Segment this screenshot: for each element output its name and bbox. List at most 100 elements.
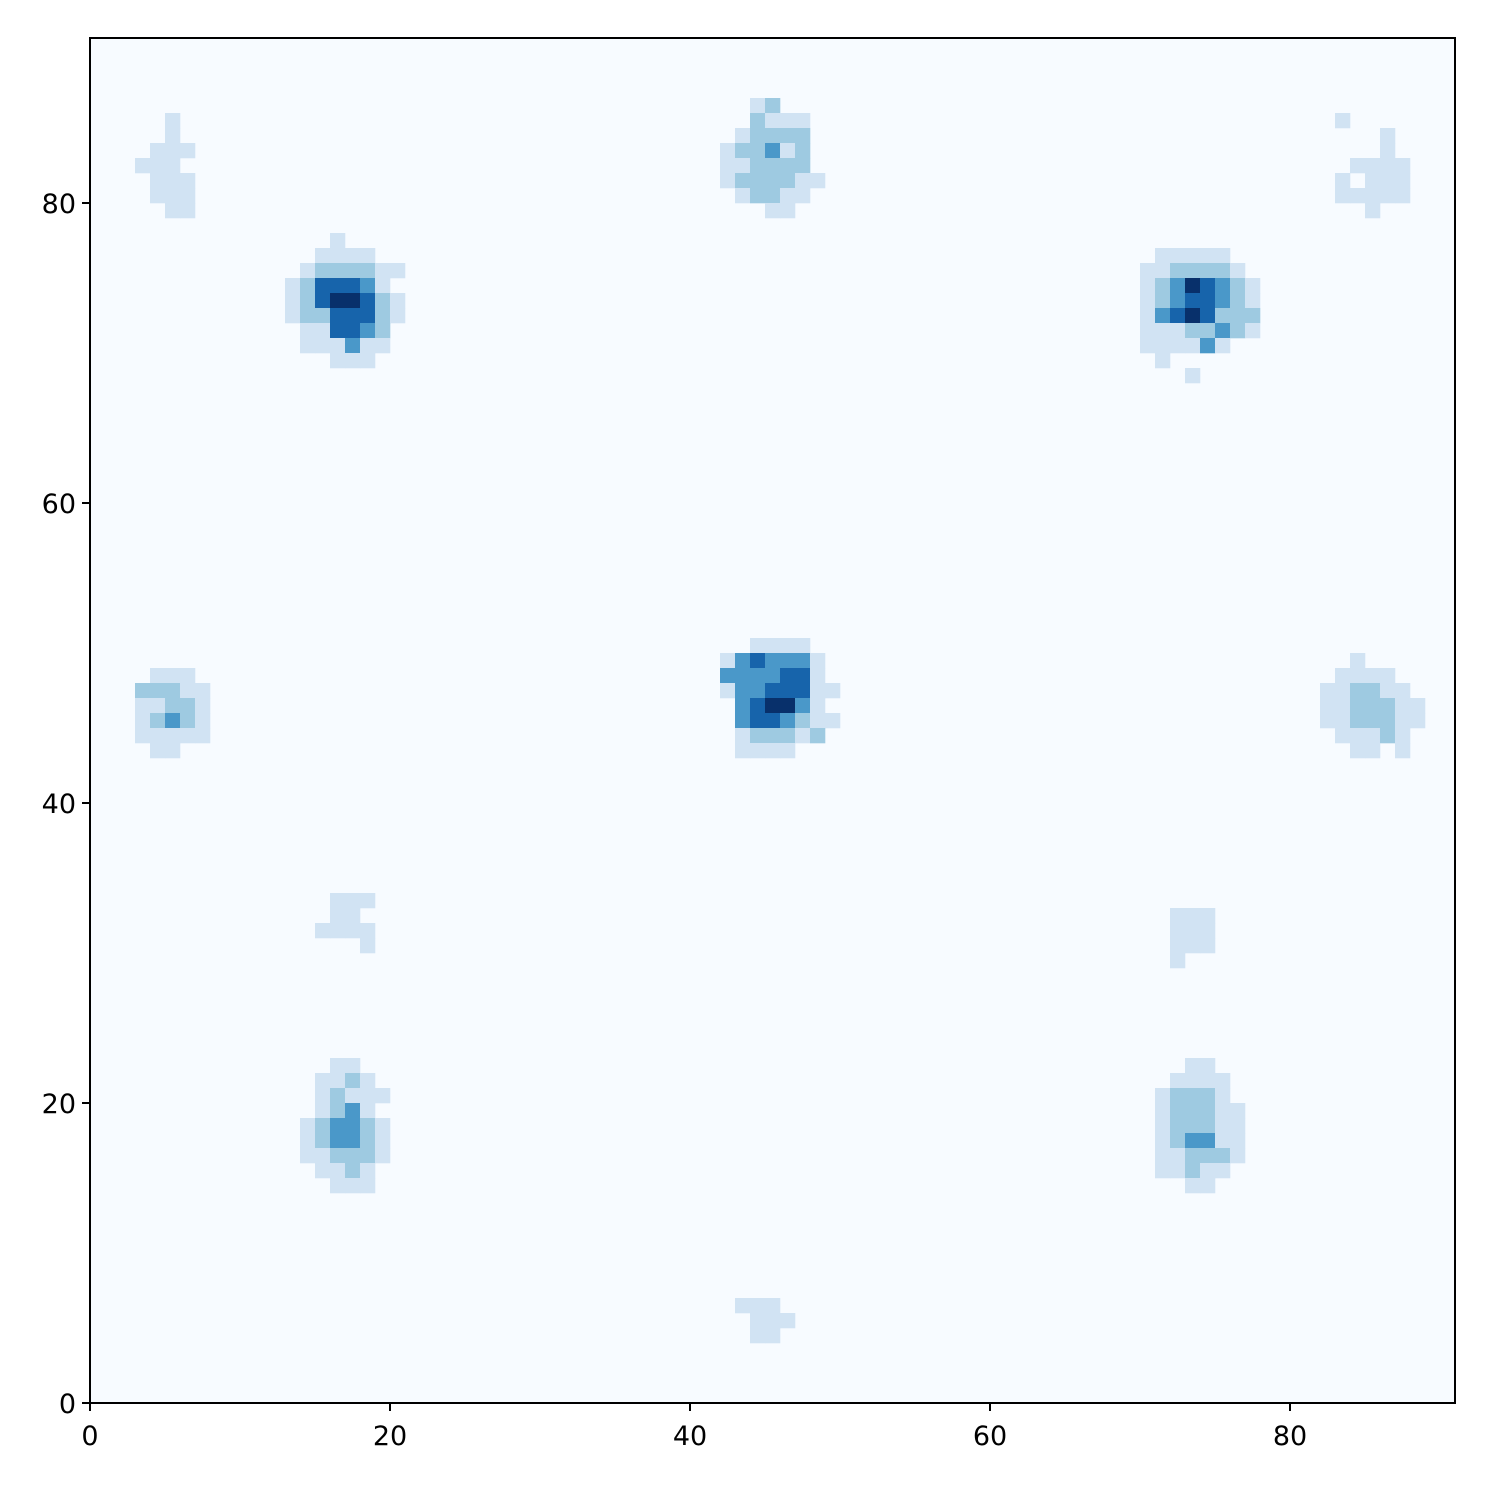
- heatmap-cell: [750, 638, 766, 654]
- heatmap-cell: [1215, 308, 1231, 324]
- heatmap-cell: [1140, 338, 1156, 354]
- heatmap-cell: [1200, 1148, 1216, 1164]
- heatmap-cell: [330, 908, 346, 924]
- heatmap-cell: [1380, 683, 1396, 699]
- x-tick-label: 80: [1273, 1421, 1307, 1452]
- heatmap-cell: [765, 143, 781, 159]
- heatmap-cell: [180, 173, 196, 189]
- heatmap-cell: [1170, 1133, 1186, 1149]
- heatmap-cell: [1215, 323, 1231, 339]
- heatmap-cell: [1200, 293, 1216, 309]
- heatmap-cell: [1200, 923, 1216, 939]
- heatmap-cell: [765, 113, 781, 129]
- heatmap-cell: [1365, 668, 1381, 684]
- heatmap-cell: [180, 203, 196, 219]
- heatmap-cell: [1380, 143, 1396, 159]
- heatmap-cell: [735, 668, 751, 684]
- heatmap-cell: [1215, 1133, 1231, 1149]
- heatmap-cell: [1170, 1148, 1186, 1164]
- heatmap-cell: [1200, 1118, 1216, 1134]
- heatmap-cell: [300, 263, 316, 279]
- heatmap-cell: [1335, 668, 1351, 684]
- heatmap-cell: [765, 188, 781, 204]
- heatmap-cell: [195, 713, 211, 729]
- heatmap-cell: [1230, 1133, 1246, 1149]
- heatmap-cell: [360, 1088, 376, 1104]
- heatmap-cell: [1170, 1103, 1186, 1119]
- heatmap-cell: [345, 1088, 361, 1104]
- heatmap-cell: [375, 293, 391, 309]
- heatmap-cell: [780, 683, 796, 699]
- heatmap-cell: [330, 353, 346, 369]
- heatmap-cell: [765, 743, 781, 759]
- heatmap-cell: [165, 143, 181, 159]
- y-tick-label: 0: [59, 1389, 76, 1420]
- heatmap-cell: [1215, 1148, 1231, 1164]
- heatmap-cell: [345, 1118, 361, 1134]
- heatmap-cell: [375, 1118, 391, 1134]
- y-tick-label: 80: [42, 189, 76, 220]
- heatmap-cell: [1185, 1118, 1201, 1134]
- heatmap-cell: [390, 293, 406, 309]
- heatmap-cell: [345, 1073, 361, 1089]
- heatmap-cell: [345, 1058, 361, 1074]
- heatmap-cell: [750, 1328, 766, 1344]
- heatmap-cell: [1230, 323, 1246, 339]
- heatmap-cell: [765, 173, 781, 189]
- heatmap-cell: [750, 113, 766, 129]
- heatmap-cell: [1200, 1088, 1216, 1104]
- heatmap-cell: [315, 923, 331, 939]
- heatmap-cell: [1395, 713, 1411, 729]
- heatmap-cell: [780, 698, 796, 714]
- heatmap-cell: [1395, 173, 1411, 189]
- heatmap-cell: [360, 1103, 376, 1119]
- heatmap-cell: [1155, 293, 1171, 309]
- heatmap-cell: [1215, 293, 1231, 309]
- heatmap-cell: [1185, 248, 1201, 264]
- heatmap-cell: [1185, 1133, 1201, 1149]
- heatmap-cell: [360, 278, 376, 294]
- heatmap-cell: [765, 128, 781, 144]
- heatmap-cell: [1350, 668, 1366, 684]
- heatmap-cell: [135, 683, 151, 699]
- heatmap-cell: [1185, 923, 1201, 939]
- heatmap-cell: [720, 158, 736, 174]
- heatmap-cell: [1185, 908, 1201, 924]
- heatmap-cell: [330, 1088, 346, 1104]
- heatmap-cell: [330, 1163, 346, 1179]
- heatmap-cell: [360, 938, 376, 954]
- heatmap-cell: [360, 353, 376, 369]
- y-tick-label: 60: [42, 489, 76, 520]
- heatmap-cell: [810, 668, 826, 684]
- heatmap-cell: [1185, 323, 1201, 339]
- heatmap-cell: [795, 653, 811, 669]
- heatmap-cell: [1140, 323, 1156, 339]
- heatmap-cell: [165, 158, 181, 174]
- heatmap-cell: [1365, 158, 1381, 174]
- heatmap-cell: [1365, 743, 1381, 759]
- heatmap-cell: [315, 308, 331, 324]
- heatmap-cell: [1155, 1118, 1171, 1134]
- heatmap-cell: [165, 698, 181, 714]
- heatmap-cell: [300, 338, 316, 354]
- heatmap-cell: [1170, 1163, 1186, 1179]
- heatmap-cell: [735, 158, 751, 174]
- heatmap-cell: [750, 1298, 766, 1314]
- heatmap-cell: [1155, 338, 1171, 354]
- heatmap-cell: [1215, 338, 1231, 354]
- heatmap-cell: [750, 128, 766, 144]
- heatmap-cell: [825, 713, 841, 729]
- heatmap-cell: [330, 278, 346, 294]
- heatmap-cell: [750, 713, 766, 729]
- heatmap-cell: [360, 263, 376, 279]
- heatmap-cell: [345, 293, 361, 309]
- heatmap-cell: [1185, 308, 1201, 324]
- heatmap-cell: [1185, 1178, 1201, 1194]
- heatmap-cell: [1395, 743, 1411, 759]
- heatmap-cell: [1320, 698, 1336, 714]
- heatmap-cell: [750, 173, 766, 189]
- heatmap-cell: [1185, 338, 1201, 354]
- heatmap-cell: [1200, 308, 1216, 324]
- heatmap-cell: [735, 743, 751, 759]
- heatmap-cell: [765, 713, 781, 729]
